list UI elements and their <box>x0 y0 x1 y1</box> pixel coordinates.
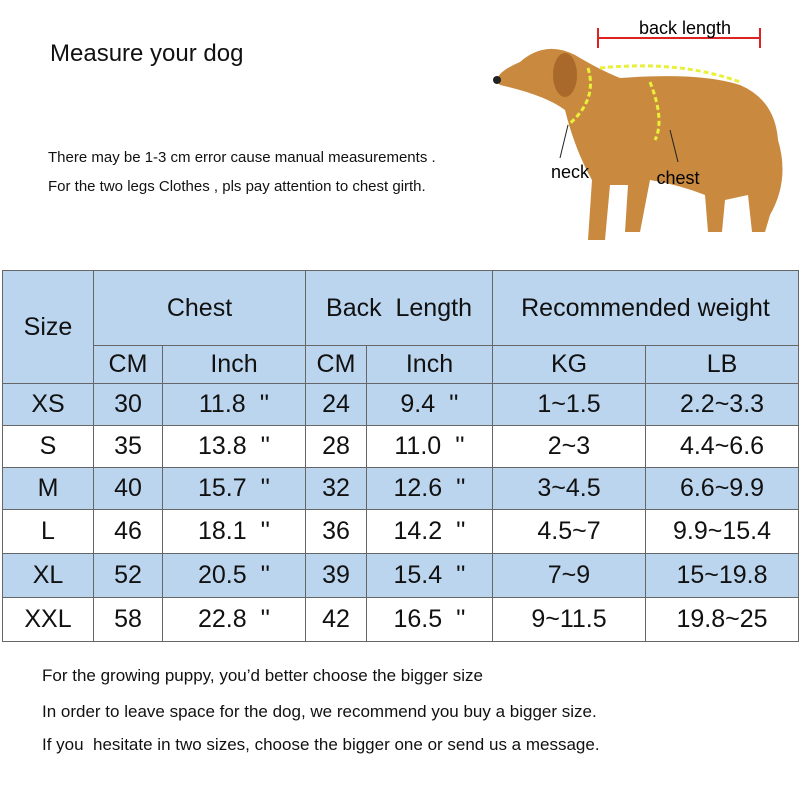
cell: 32 <box>305 467 367 510</box>
cell: 2.2~3.3 <box>645 383 799 426</box>
chest-line <box>648 81 661 141</box>
cell: 22.8 '' <box>162 597 306 642</box>
cell: 40 <box>93 467 163 510</box>
back-line <box>599 64 741 84</box>
cell: 4.5~7 <box>492 509 646 554</box>
cell: 3~4.5 <box>492 467 646 510</box>
subheader: Inch <box>162 345 306 384</box>
size-row: XS 30 11.8 '' 24 9.4 '' 1~1.5 2.2~3.3 <box>2 383 799 426</box>
cell: 4.4~6.6 <box>645 425 799 468</box>
cell: 35 <box>93 425 163 468</box>
dog <box>493 48 783 241</box>
cell: M <box>2 467 94 510</box>
group-header: Back Length <box>305 270 493 346</box>
back-length-label: back length <box>639 18 731 38</box>
size-row: XL 52 20.5 '' 39 15.4 '' 7~9 15~19.8 <box>2 553 799 598</box>
cell: L <box>2 509 94 554</box>
cell: 36 <box>305 509 367 554</box>
cell: 30 <box>93 383 163 426</box>
cell: 9.9~15.4 <box>645 509 799 554</box>
cell: 58 <box>93 597 163 642</box>
neck-line <box>567 67 592 127</box>
cell: 39 <box>305 553 367 598</box>
cell: S <box>2 425 94 468</box>
cell: 12.6 '' <box>366 467 493 510</box>
cell: 52 <box>93 553 163 598</box>
cell: XS <box>2 383 94 426</box>
cell: XL <box>2 553 94 598</box>
size-row: S 35 13.8 '' 28 11.0 '' 2~3 4.4~6.6 <box>2 425 799 468</box>
cell: XXL <box>2 597 94 642</box>
group-header: Chest <box>93 270 306 346</box>
subheader: Inch <box>366 345 493 384</box>
size-table: Size Chest Back Length Recommended weight CM… <box>2 270 799 642</box>
note: There may be 1-3 cm error cause manual m… <box>48 149 436 166</box>
cell: 19.8~25 <box>645 597 799 642</box>
cell: 2~3 <box>492 425 646 468</box>
cell: 7~9 <box>492 553 646 598</box>
footer-line: If you hesitate in two sizes, choose the… <box>42 735 600 754</box>
cell: 15.4 '' <box>366 553 493 598</box>
group-header: Size <box>2 270 94 384</box>
dog-diagram: back length neck chest <box>493 18 783 241</box>
chest-label: chest <box>656 168 699 188</box>
title: Measure your dog <box>50 40 244 67</box>
size-row: M 40 15.7 '' 32 12.6 '' 3~4.5 6.6~9.9 <box>2 467 799 510</box>
neck-label: neck <box>551 162 590 182</box>
subheader: CM <box>305 345 367 384</box>
cell: 13.8 '' <box>162 425 306 468</box>
cell: 9.4 '' <box>366 383 493 426</box>
subheader-row: CM Inch CM Inch KG LB <box>3 345 799 384</box>
cell: 42 <box>305 597 367 642</box>
header-row: Size Chest Back Length Recommended weight <box>2 270 799 384</box>
cell: 24 <box>305 383 367 426</box>
group-header: Recommended weight <box>492 270 799 346</box>
cell: 15.7 '' <box>162 467 306 510</box>
subheader: KG <box>492 345 646 384</box>
cell: 15~19.8 <box>645 553 799 598</box>
subheader: LB <box>645 345 799 384</box>
subheader: CM <box>93 345 163 384</box>
cell: 11.8 '' <box>162 383 306 426</box>
cell: 18.1 '' <box>162 509 306 554</box>
cell: 11.0 '' <box>366 425 493 468</box>
cell: 9~11.5 <box>492 597 646 642</box>
cell: 1~1.5 <box>492 383 646 426</box>
note: For the two legs Clothes , pls pay atten… <box>48 178 426 195</box>
cell: 20.5 '' <box>162 553 306 598</box>
cell: 6.6~9.9 <box>645 467 799 510</box>
chest-pointer <box>669 129 679 163</box>
cell: 16.5 '' <box>366 597 493 642</box>
size-row: XXL 58 22.8 '' 42 16.5 '' 9~11.5 19.8~25 <box>2 597 799 642</box>
cell: 28 <box>305 425 367 468</box>
neck-pointer <box>559 124 569 159</box>
footer-line: In order to leave space for the dog, we … <box>42 702 597 721</box>
size-row: L 46 18.1 '' 36 14.2 '' 4.5~7 9.9~15.4 <box>2 509 799 554</box>
cell: 46 <box>93 509 163 554</box>
cell: 14.2 '' <box>366 509 493 554</box>
footer-line: For the growing puppy, you’d better choo… <box>42 666 484 685</box>
back-length-bracket <box>597 28 761 48</box>
